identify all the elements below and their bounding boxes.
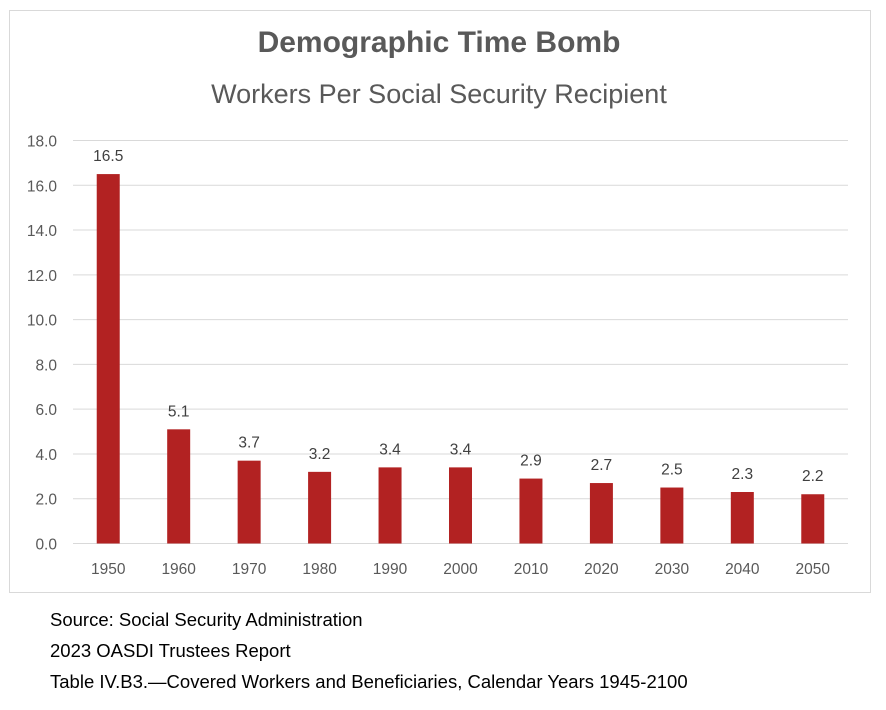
x-tick-label: 1990 <box>373 561 408 578</box>
bar <box>449 467 472 544</box>
x-tick-label: 2030 <box>655 561 690 578</box>
bar <box>308 471 332 544</box>
data-label: 3.7 <box>238 435 260 452</box>
bar <box>730 492 754 544</box>
y-tick-label: 10.0 <box>27 313 58 330</box>
x-tick-label: 2010 <box>514 561 549 578</box>
x-tick-label: 1950 <box>91 561 126 578</box>
bar <box>801 494 825 544</box>
y-tick-label: 0.0 <box>35 537 57 554</box>
source-line-1: Source: Social Security Administration <box>50 609 363 630</box>
source-line-3: Table IV.B3.—Covered Workers and Benefic… <box>50 671 688 692</box>
x-tick-label: 2000 <box>443 561 478 578</box>
data-label: 3.2 <box>309 446 331 463</box>
data-label: 3.4 <box>450 441 472 458</box>
chart-subtitle: Workers Per Social Security Recipient <box>211 79 667 109</box>
x-tick-label: 2020 <box>584 561 619 578</box>
data-label: 2.9 <box>520 453 542 470</box>
y-tick-label: 18.0 <box>27 134 58 151</box>
bar <box>519 478 543 544</box>
bar <box>378 467 402 544</box>
chart-title: Demographic Time Bomb <box>257 26 621 59</box>
x-tick-label: 1980 <box>302 561 337 578</box>
bar <box>96 174 120 544</box>
y-tick-label: 8.0 <box>35 357 57 374</box>
data-label: 2.7 <box>591 457 613 474</box>
bar <box>237 460 261 544</box>
data-label: 2.2 <box>802 468 824 485</box>
bar <box>660 487 684 544</box>
y-tick-label: 6.0 <box>35 402 57 419</box>
y-tick-label: 16.0 <box>27 178 58 195</box>
data-label: 3.4 <box>379 441 401 458</box>
x-tick-label: 1960 <box>161 561 196 578</box>
bar <box>167 429 191 544</box>
x-tick-label: 1970 <box>232 561 267 578</box>
x-tick-label: 2050 <box>796 561 831 578</box>
data-label: 2.5 <box>661 462 683 479</box>
x-tick-label: 2040 <box>725 561 760 578</box>
data-label: 5.1 <box>168 403 190 420</box>
bar-chart: 0.0 2.0 4.0 6.0 8.0 10.0 12.0 14.0 16.0 18.0 16.5 1… <box>27 134 848 578</box>
data-label: 2.3 <box>732 466 754 483</box>
source-block: Source: Social Security Administration 2… <box>50 604 688 697</box>
y-tick-label: 14.0 <box>27 223 58 240</box>
data-label: 16.5 <box>93 148 123 165</box>
chart-frame <box>9 10 871 593</box>
y-tick-label: 2.0 <box>35 492 57 509</box>
y-tick-label: 4.0 <box>35 447 57 464</box>
source-line-2: 2023 OASDI Trustees Report <box>50 640 291 661</box>
bar <box>589 483 613 544</box>
y-tick-label: 12.0 <box>27 268 58 285</box>
